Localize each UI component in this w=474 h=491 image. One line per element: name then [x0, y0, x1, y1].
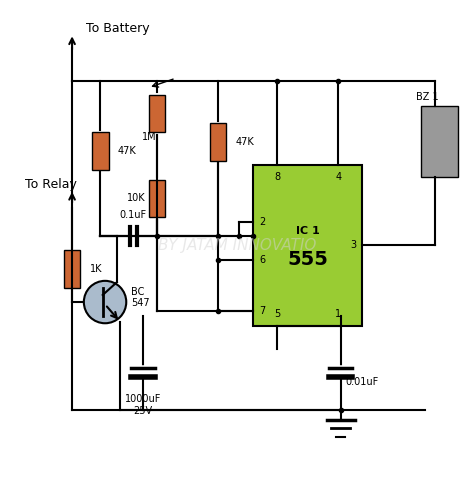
Text: 1K: 1K [90, 264, 102, 274]
Text: 0.1uF: 0.1uF [120, 210, 147, 219]
Text: 8: 8 [274, 172, 280, 183]
Text: 10K: 10K [128, 193, 146, 203]
Text: 555: 555 [287, 250, 328, 269]
Text: BZ 1: BZ 1 [416, 92, 439, 102]
Text: 6: 6 [259, 255, 265, 265]
FancyBboxPatch shape [254, 165, 362, 326]
Text: 2: 2 [259, 217, 265, 227]
FancyBboxPatch shape [149, 180, 165, 217]
FancyBboxPatch shape [210, 123, 227, 161]
Text: 1000uF
25V: 1000uF 25V [125, 394, 161, 415]
FancyBboxPatch shape [421, 107, 458, 177]
Text: 0.01uF: 0.01uF [346, 378, 379, 387]
Text: 1: 1 [335, 308, 341, 319]
Text: 5: 5 [274, 308, 280, 319]
Text: 3: 3 [350, 241, 356, 250]
Text: 47K: 47K [118, 146, 137, 156]
Text: To Battery: To Battery [86, 22, 150, 35]
Text: BC
547: BC 547 [131, 287, 150, 308]
Text: 7: 7 [259, 306, 265, 317]
FancyBboxPatch shape [64, 250, 80, 288]
Text: IC 1: IC 1 [296, 226, 319, 236]
Text: 1M: 1M [142, 132, 156, 142]
Text: BY JATAM INNOVATIO: BY JATAM INNOVATIO [158, 238, 316, 253]
Text: To Relay: To Relay [25, 178, 77, 191]
Text: 47K: 47K [236, 137, 255, 147]
FancyBboxPatch shape [149, 95, 165, 133]
Text: 4: 4 [335, 172, 341, 183]
FancyBboxPatch shape [92, 133, 109, 170]
Circle shape [84, 281, 126, 323]
